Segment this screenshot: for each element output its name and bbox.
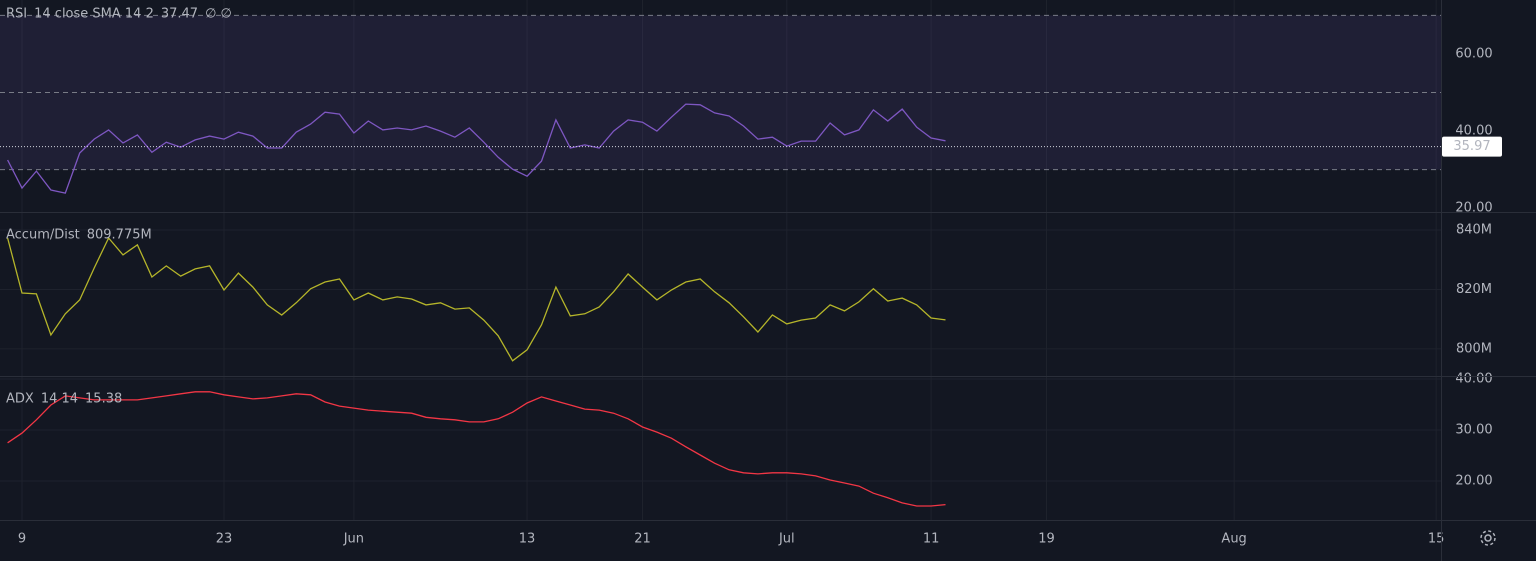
y-tick-label: 40.00: [1455, 372, 1492, 387]
x-tick-label: Jul: [778, 532, 795, 547]
y-tick-label: 60.00: [1455, 46, 1492, 61]
legend-text: 37.47: [161, 7, 198, 22]
legend-text: 14 close SMA 14 2: [34, 7, 154, 22]
y-tick-label: 840M: [1456, 222, 1492, 237]
legend-text: ∅ ∅: [205, 7, 232, 22]
settings-icon[interactable]: [1480, 530, 1496, 546]
x-tick-label: 19: [1038, 532, 1055, 547]
y-tick-label: 820M: [1456, 282, 1492, 297]
x-tick-label: 21: [634, 532, 651, 547]
x-tick-label: 15: [1428, 532, 1445, 547]
x-tick-label: Aug: [1221, 532, 1246, 547]
legend-text: 15.38: [85, 392, 122, 407]
legend-text: 809.775M: [87, 228, 152, 243]
x-tick-label: 13: [519, 532, 536, 547]
legend-text: Accum/Dist: [6, 228, 80, 243]
legend-text: RSI: [6, 7, 27, 22]
legend-text: 14 14: [41, 392, 78, 407]
y-tick-label: 20.00: [1455, 474, 1492, 489]
legend-text: ADX: [6, 392, 34, 407]
y-tick-label: 30.00: [1455, 423, 1492, 438]
price-label: 35.97: [1453, 139, 1490, 154]
y-tick-label: 40.00: [1455, 124, 1492, 139]
x-tick-label: 9: [18, 532, 26, 547]
price-label-box: [1442, 136, 1502, 157]
y-tick-label: 800M: [1456, 341, 1492, 356]
line: [7, 391, 946, 507]
x-tick-label: 23: [216, 532, 233, 547]
line: [7, 103, 946, 194]
x-tick-label: 11: [923, 532, 940, 547]
x-tick-label: Jun: [343, 532, 364, 547]
y-tick-label: 20.00: [1455, 201, 1492, 216]
line: [6, 236, 946, 362]
